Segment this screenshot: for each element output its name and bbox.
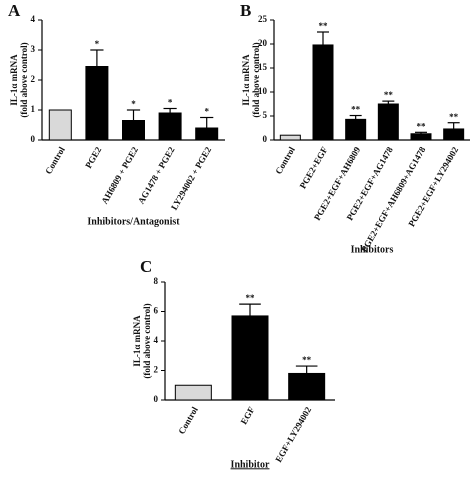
y-tick-label: 3 [31, 44, 36, 54]
bar [443, 128, 465, 141]
y-tick-label: 15 [258, 62, 268, 72]
bar [231, 315, 269, 401]
x-tick-label: EGF+LY294002 [273, 405, 313, 464]
significance-label: * [204, 107, 209, 117]
bar [410, 133, 432, 141]
panel-letter: C [140, 257, 152, 276]
x-axis-label: Inhibitor [231, 459, 270, 470]
bar [377, 103, 399, 141]
y-tick-label: 5 [263, 110, 268, 120]
x-tick-label: EGF [239, 405, 257, 426]
bar [48, 109, 72, 141]
significance-label: ** [302, 355, 312, 365]
x-tick-label: LY294002 + PGE2 [169, 145, 214, 212]
y-axis-label: IL-1α mRNA [132, 315, 142, 367]
x-axis-label: Inhibitors [351, 244, 394, 255]
significance-label: ** [417, 121, 427, 131]
significance-label: ** [319, 21, 329, 31]
x-tick-label: PGE2+EGF+AH6809+AG1478 [359, 145, 428, 254]
y-axis-label: (fold above control) [142, 303, 152, 378]
x-tick-label: Control [176, 405, 200, 436]
y-tick-label: 1 [31, 104, 36, 114]
significance-label: ** [449, 112, 459, 122]
x-axis-label: Inhibitors/Antagonist [87, 216, 180, 227]
significance-label: ** [246, 293, 256, 303]
y-axis-label: IL-1α mRNA [9, 54, 19, 106]
y-tick-label: 2 [31, 74, 36, 84]
x-tick-label: Control [273, 145, 297, 176]
y-tick-label: 4 [154, 335, 159, 345]
significance-label: * [95, 39, 100, 49]
x-tick-label: PGE2 [83, 145, 103, 170]
x-tick-label: Control [43, 145, 67, 176]
bar [195, 127, 219, 141]
y-axis-label: (fold above control) [19, 42, 29, 117]
bar [122, 120, 145, 141]
significance-label: * [168, 98, 173, 108]
panel-letter: A [8, 1, 21, 20]
bar [288, 372, 326, 401]
y-tick-label: 0 [263, 134, 268, 144]
y-tick-label: 25 [258, 14, 268, 24]
y-tick-label: 2 [154, 365, 159, 375]
y-tick-label: 4 [31, 14, 36, 24]
y-tick-label: 6 [154, 306, 159, 316]
significance-label: ** [384, 90, 394, 100]
bar [158, 112, 182, 141]
y-tick-label: 0 [31, 134, 36, 144]
x-tick-label: AG1478 + PGE2 [136, 145, 177, 206]
y-axis-label: (fold above control) [251, 42, 261, 117]
y-tick-label: 20 [258, 38, 268, 48]
panel-letter: B [240, 1, 251, 20]
y-tick-label: 10 [258, 86, 268, 96]
bar [85, 66, 109, 141]
y-axis-label: IL-1α mRNA [241, 54, 251, 106]
x-tick-label: PGE2+EGF [298, 145, 330, 191]
significance-label: * [131, 99, 136, 109]
bar [345, 118, 367, 141]
bar [279, 134, 301, 141]
y-tick-label: 0 [154, 394, 159, 404]
x-tick-label: AH6809 + PGE2 [99, 145, 140, 206]
significance-label: ** [351, 105, 361, 115]
bar [312, 44, 334, 141]
bar [174, 384, 212, 401]
y-tick-label: 8 [154, 276, 159, 286]
